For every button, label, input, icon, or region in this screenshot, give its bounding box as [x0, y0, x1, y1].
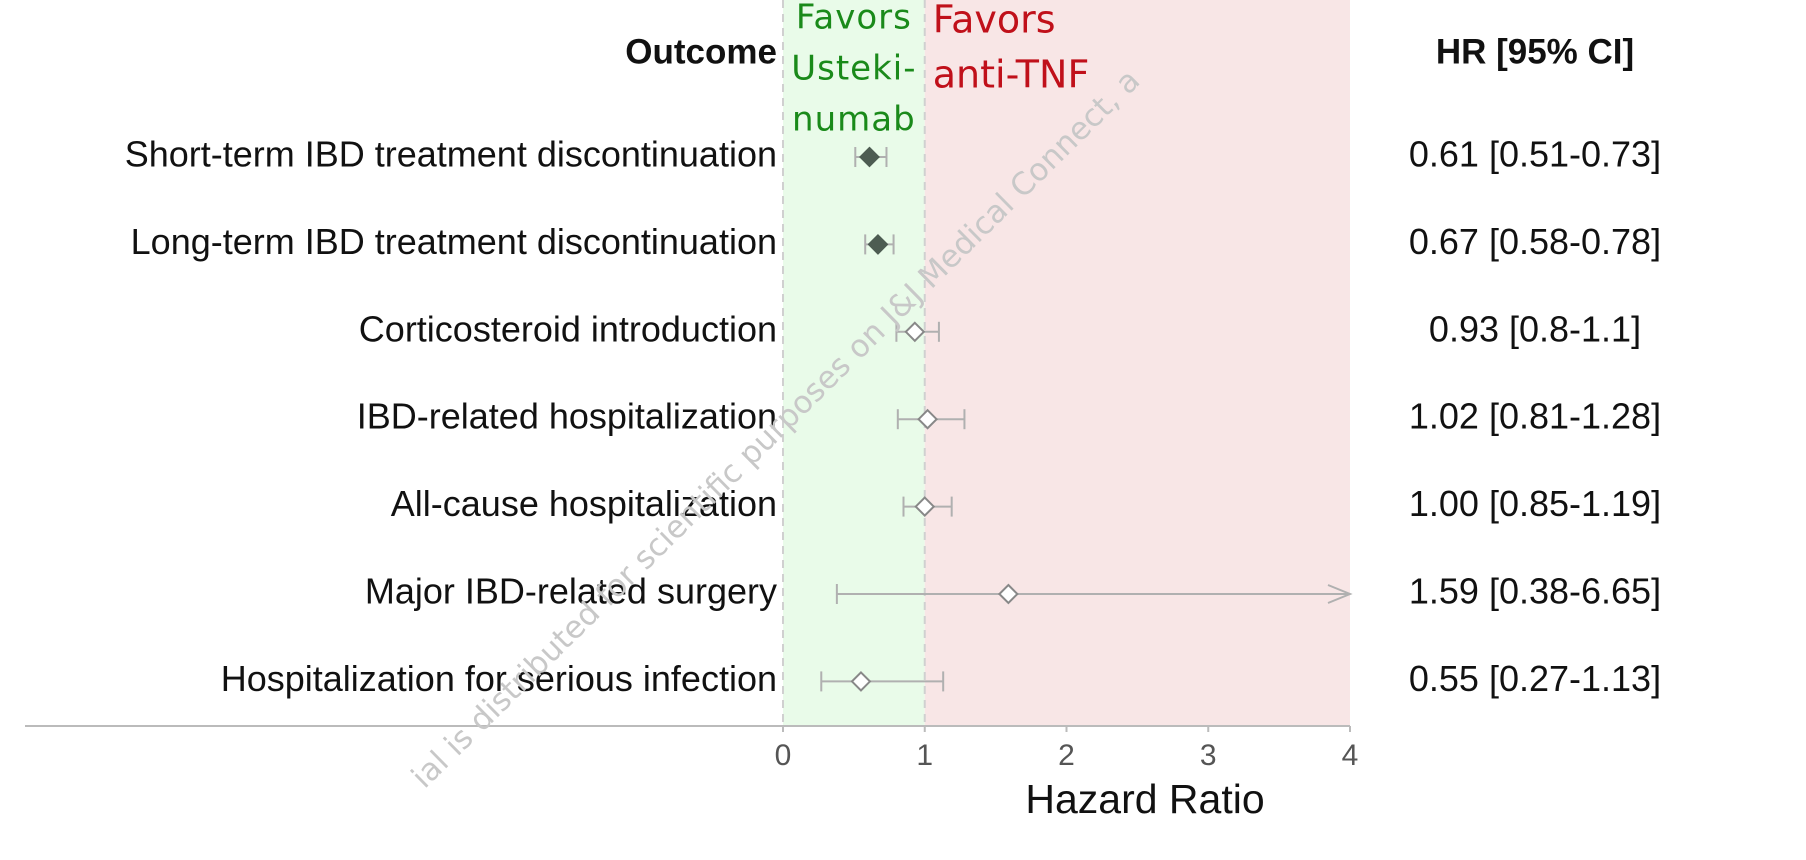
outcome-label: IBD-related hospitalization [357, 396, 777, 437]
x-tick-label: 4 [1342, 739, 1359, 772]
region-label: Favors [933, 0, 1056, 42]
outcome-label: Long-term IBD treatment discontinuation [131, 221, 777, 262]
outcome-label: Short-term IBD treatment discontinuation [125, 134, 777, 175]
background-layer [783, 0, 1350, 726]
hr-label: 1.59 [0.38-6.65] [1409, 571, 1661, 612]
confidence-interval [820, 671, 945, 692]
point-estimate [850, 670, 872, 692]
x-tick-label: 0 [775, 739, 792, 772]
region-label: anti-TNF [933, 53, 1090, 97]
region-label: Favors [796, 0, 912, 38]
x-tick-label: 2 [1058, 739, 1075, 772]
outcome-header: Outcome [625, 32, 777, 71]
outcome-label: Major IBD-related surgery [365, 571, 777, 612]
point-estimate [997, 583, 1019, 605]
outcome-label: All-cause hospitalization [391, 483, 777, 524]
hr-label: 0.61 [0.51-0.73] [1409, 134, 1661, 175]
hr-label: 0.67 [0.58-0.78] [1409, 221, 1661, 262]
hr-header: HR [95% CI] [1436, 32, 1634, 71]
x-axis-label: Hazard Ratio [1025, 776, 1264, 822]
x-tick-label: 1 [916, 739, 933, 772]
hr-label: 0.55 [0.27-1.13] [1409, 658, 1661, 699]
outcome-label: Corticosteroid introduction [359, 308, 777, 349]
point-estimate [904, 321, 926, 343]
point-estimate [859, 146, 880, 168]
confidence-interval [835, 584, 1353, 604]
hr-label: 0.93 [0.8-1.1] [1429, 308, 1641, 349]
hr-label: 1.00 [0.85-1.19] [1409, 483, 1661, 524]
outcome-label: Hospitalization for serious infection [221, 658, 777, 699]
ci-arrow [1327, 584, 1353, 604]
region-label: Usteki- [791, 49, 916, 89]
point-estimate [867, 233, 889, 255]
region-label: numab [792, 100, 916, 140]
point-estimate [914, 496, 936, 518]
region-band [924, 0, 1350, 726]
region-band [783, 0, 925, 726]
point-estimate [917, 408, 938, 430]
x-tick-label: 3 [1200, 739, 1217, 772]
hr-label: 1.02 [0.81-1.28] [1409, 396, 1661, 437]
